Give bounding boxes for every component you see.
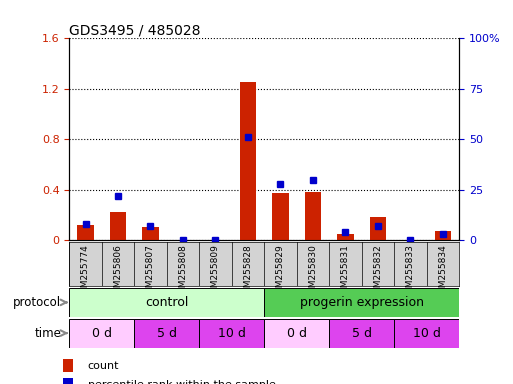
Text: GSM255808: GSM255808 bbox=[179, 244, 187, 299]
Text: GSM255833: GSM255833 bbox=[406, 244, 415, 299]
Text: progerin expression: progerin expression bbox=[300, 296, 424, 309]
Text: GSM255834: GSM255834 bbox=[439, 244, 447, 299]
Text: count: count bbox=[88, 361, 119, 371]
Text: GSM255828: GSM255828 bbox=[244, 244, 252, 299]
Bar bbox=[337, 234, 353, 240]
Bar bbox=[264, 288, 459, 317]
Text: GSM255806: GSM255806 bbox=[113, 244, 123, 299]
Bar bbox=[69, 319, 134, 348]
Text: GSM255830: GSM255830 bbox=[308, 244, 318, 299]
Bar bbox=[199, 319, 264, 348]
Bar bbox=[63, 378, 73, 384]
Bar bbox=[69, 288, 264, 317]
Text: time: time bbox=[34, 327, 62, 339]
Bar bbox=[329, 319, 394, 348]
Bar bbox=[435, 231, 451, 240]
Bar bbox=[77, 225, 93, 240]
Bar bbox=[264, 319, 329, 348]
Bar bbox=[370, 217, 386, 240]
Text: 5 d: 5 d bbox=[352, 327, 371, 339]
Bar bbox=[305, 192, 321, 240]
Text: GSM255829: GSM255829 bbox=[276, 244, 285, 299]
Bar bbox=[240, 83, 256, 240]
Text: 10 d: 10 d bbox=[218, 327, 246, 339]
Text: GSM255774: GSM255774 bbox=[81, 244, 90, 299]
Text: 5 d: 5 d bbox=[157, 327, 176, 339]
Text: GSM255807: GSM255807 bbox=[146, 244, 155, 299]
Bar bbox=[394, 319, 459, 348]
Text: 0 d: 0 d bbox=[92, 327, 112, 339]
Text: GSM255831: GSM255831 bbox=[341, 244, 350, 299]
Text: 0 d: 0 d bbox=[287, 327, 307, 339]
Text: control: control bbox=[145, 296, 188, 309]
Text: GDS3495 / 485028: GDS3495 / 485028 bbox=[69, 23, 201, 37]
Text: protocol: protocol bbox=[13, 296, 62, 309]
Bar bbox=[63, 359, 73, 372]
Text: percentile rank within the sample: percentile rank within the sample bbox=[88, 380, 275, 384]
Text: GSM255832: GSM255832 bbox=[373, 244, 382, 299]
Bar bbox=[134, 319, 199, 348]
Text: 10 d: 10 d bbox=[412, 327, 441, 339]
Text: GSM255809: GSM255809 bbox=[211, 244, 220, 299]
Bar bbox=[142, 227, 159, 240]
Bar bbox=[110, 212, 126, 240]
Bar bbox=[272, 194, 288, 240]
